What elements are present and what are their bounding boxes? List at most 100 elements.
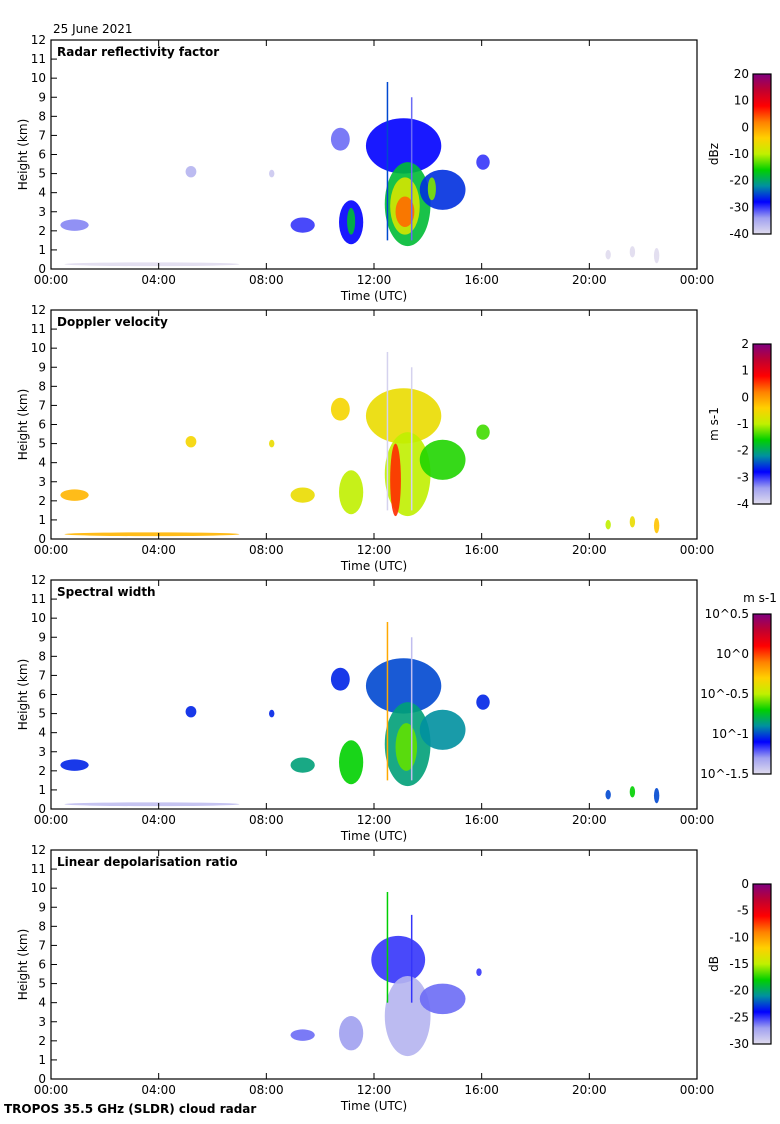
colorbar bbox=[752, 883, 772, 1045]
echo-region bbox=[371, 935, 426, 984]
y-tick-label: 11 bbox=[31, 592, 46, 606]
x-tick-label: 16:00 bbox=[464, 813, 499, 827]
y-tick-label: 6 bbox=[38, 688, 46, 702]
echo-region bbox=[629, 246, 636, 258]
colorbar-tick-label: 10^-1 bbox=[712, 727, 749, 741]
echo-region bbox=[185, 165, 197, 178]
echo-region bbox=[629, 516, 636, 528]
panel-title: Radar reflectivity factor bbox=[57, 45, 219, 59]
colorbar-label: m s-1 bbox=[743, 591, 777, 605]
echo-region bbox=[476, 154, 490, 170]
echo-region bbox=[269, 169, 275, 178]
y-tick-label: 4 bbox=[38, 186, 46, 200]
y-tick-label: 2 bbox=[38, 224, 46, 238]
y-tick-label: 0 bbox=[38, 1072, 46, 1086]
y-tick-label: 12 bbox=[31, 33, 46, 47]
panel-title: Linear depolarisation ratio bbox=[57, 855, 238, 869]
colorbar-tick-label: -40 bbox=[729, 227, 749, 241]
colorbar-tick-label: 0 bbox=[741, 877, 749, 891]
y-tick-label: 5 bbox=[38, 437, 46, 451]
y-tick-label: 3 bbox=[38, 205, 46, 219]
x-tick-label: 04:00 bbox=[141, 273, 176, 287]
x-tick-label: 16:00 bbox=[464, 273, 499, 287]
echo-region bbox=[185, 705, 197, 718]
date-label: 25 June 2021 bbox=[53, 22, 133, 36]
x-tick-label: 04:00 bbox=[141, 543, 176, 557]
y-tick-label: 12 bbox=[31, 573, 46, 587]
colorbar-tick-label: -4 bbox=[737, 497, 749, 511]
echo-region bbox=[390, 443, 401, 517]
y-tick-label: 7 bbox=[38, 938, 46, 952]
x-tick-label: 04:00 bbox=[141, 813, 176, 827]
colorbar-tick-label: 0 bbox=[741, 390, 749, 404]
echo-region bbox=[427, 177, 436, 201]
y-tick-label: 9 bbox=[38, 630, 46, 644]
echo-region bbox=[476, 694, 490, 710]
x-axis-label: Time (UTC) bbox=[340, 1099, 407, 1113]
echo-region bbox=[290, 1029, 315, 1041]
x-tick-label: 00:00 bbox=[680, 273, 715, 287]
echo-region bbox=[290, 487, 315, 503]
x-tick-label: 12:00 bbox=[357, 1083, 392, 1097]
y-tick-label: 5 bbox=[38, 167, 46, 181]
y-tick-label: 2 bbox=[38, 764, 46, 778]
y-tick-label: 8 bbox=[38, 379, 46, 393]
colorbar-tick-label: -1 bbox=[737, 417, 749, 431]
y-tick-label: 5 bbox=[38, 707, 46, 721]
y-tick-label: 3 bbox=[38, 1015, 46, 1029]
x-tick-label: 08:00 bbox=[249, 1083, 284, 1097]
echo-region bbox=[60, 219, 89, 231]
x-tick-label: 08:00 bbox=[249, 813, 284, 827]
y-tick-label: 0 bbox=[38, 532, 46, 546]
y-tick-label: 4 bbox=[38, 726, 46, 740]
y-tick-label: 1 bbox=[38, 1053, 46, 1067]
echo-region bbox=[476, 968, 482, 976]
y-tick-label: 0 bbox=[38, 802, 46, 816]
echo-streak bbox=[386, 351, 389, 511]
y-tick-label: 3 bbox=[38, 745, 46, 759]
y-tick-label: 6 bbox=[38, 418, 46, 432]
echo-region bbox=[330, 667, 350, 691]
echo-region bbox=[365, 118, 442, 174]
echo-region bbox=[365, 658, 442, 714]
echo-streak bbox=[410, 914, 413, 1003]
colorbar-tick-label: -2 bbox=[737, 444, 749, 458]
data-layer bbox=[60, 351, 660, 537]
x-tick-label: 20:00 bbox=[572, 813, 607, 827]
echo-region bbox=[339, 1016, 364, 1051]
x-tick-label: 00:00 bbox=[680, 543, 715, 557]
y-axis-label: Height (km) bbox=[16, 929, 30, 1000]
echo-streak bbox=[386, 81, 389, 241]
y-tick-label: 2 bbox=[38, 494, 46, 508]
data-layer bbox=[60, 81, 660, 267]
echo-region bbox=[395, 723, 418, 771]
y-tick-label: 8 bbox=[38, 649, 46, 663]
x-tick-label: 04:00 bbox=[141, 1083, 176, 1097]
y-tick-label: 11 bbox=[31, 52, 46, 66]
x-tick-label: 20:00 bbox=[572, 273, 607, 287]
echo-region bbox=[290, 757, 315, 773]
y-tick-label: 2 bbox=[38, 1034, 46, 1048]
y-tick-label: 9 bbox=[38, 360, 46, 374]
echo-region bbox=[419, 439, 466, 480]
colorbar-tick-label: 0 bbox=[741, 120, 749, 134]
y-tick-label: 4 bbox=[38, 996, 46, 1010]
echo-region bbox=[269, 439, 275, 448]
colorbar-tick-label: -3 bbox=[737, 470, 749, 484]
x-tick-label: 08:00 bbox=[249, 273, 284, 287]
echo-region bbox=[419, 983, 466, 1015]
x-tick-label: 20:00 bbox=[572, 1083, 607, 1097]
echo-streak bbox=[410, 637, 413, 781]
y-tick-label: 1 bbox=[38, 513, 46, 527]
colorbar-label: dBz bbox=[707, 143, 721, 165]
colorbar-tick-label: 10^0 bbox=[716, 647, 749, 661]
x-axis-label: Time (UTC) bbox=[340, 559, 407, 573]
y-axis-label: Height (km) bbox=[16, 119, 30, 190]
echo-region bbox=[339, 740, 364, 785]
y-tick-label: 3 bbox=[38, 475, 46, 489]
x-tick-label: 12:00 bbox=[357, 273, 392, 287]
colorbar-tick-label: 1 bbox=[741, 364, 749, 378]
echo-streak bbox=[386, 621, 389, 781]
y-tick-label: 7 bbox=[38, 128, 46, 142]
